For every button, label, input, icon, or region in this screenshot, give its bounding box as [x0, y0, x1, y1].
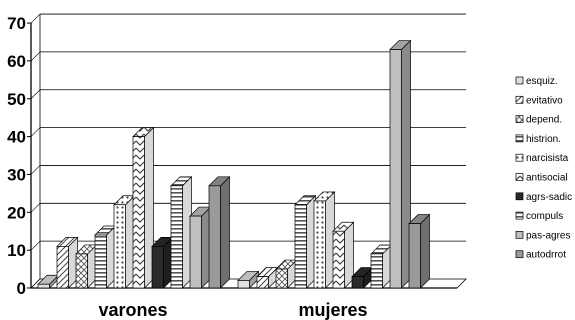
legend-label-pas-agres: pas-agres — [526, 230, 570, 241]
bar-mujeres-agrs-sadic — [351, 276, 364, 289]
category-labels: varones mujeres — [98, 300, 367, 320]
bar-varones-agrs-sadic — [151, 246, 164, 289]
category-label-varones: varones — [98, 300, 167, 320]
bar-varones-compuls — [170, 185, 183, 289]
bar-mujeres-autodrrot — [408, 223, 421, 289]
bar-mujeres-antisocial — [332, 230, 345, 289]
y-tick-label: 20 — [7, 203, 26, 222]
legend-label-depend.: depend. — [526, 115, 562, 126]
bar-varones-narcisista — [113, 204, 126, 289]
gridline-diagonal — [30, 240, 41, 251]
y-tick-label: 40 — [7, 128, 26, 147]
gridline-diagonal — [30, 51, 41, 62]
y-tick-label: 0 — [17, 279, 26, 298]
bar-side-mujeres-autodrrot — [420, 213, 430, 289]
bar-mujeres-histrion. — [294, 204, 307, 289]
legend-swatch-compuls — [515, 211, 524, 220]
category-label-mujeres: mujeres — [298, 300, 367, 320]
bar-varones-antisocial — [132, 136, 145, 289]
y-tick-label: 10 — [7, 241, 26, 260]
bar-mujeres-depend. — [275, 268, 288, 289]
bar-varones-pas-agres — [189, 215, 202, 289]
legend-swatch-esquiz. — [515, 76, 524, 85]
bar-side-varones-autodrrot — [220, 175, 230, 289]
legend-label-histrion.: histrion. — [526, 134, 561, 145]
bar-varones-depend. — [75, 253, 88, 289]
bar-mujeres-narcisista — [313, 200, 326, 289]
y-tick-label: 60 — [7, 52, 26, 71]
legend-label-esquiz.: esquiz. — [526, 76, 558, 87]
legend-swatch-agrs-sadic — [515, 192, 524, 201]
y-tick-label: 70 — [7, 14, 26, 33]
gridline-diagonal — [30, 89, 41, 99]
legend-label-evitativo: evitativo — [526, 95, 563, 106]
legend-swatch-evitativo — [515, 95, 524, 104]
legend-label-narcisista: narcisista — [526, 153, 569, 164]
legend-swatch-antisocial — [515, 173, 524, 181]
legend-swatch-depend. — [515, 115, 524, 123]
bar-mujeres-pas-agres — [389, 49, 402, 289]
y-tick-label: 50 — [7, 90, 26, 109]
bars — [37, 39, 431, 289]
legend-label-agrs-sadic: agrs-sadic — [526, 192, 572, 203]
bar-mujeres-evitativo — [256, 276, 269, 289]
bar-varones-autodrrot — [208, 185, 221, 289]
legend-swatch-autodrrot — [515, 250, 524, 259]
bar-mujeres-compuls — [370, 253, 383, 289]
legend: esquiz. evitativo depend. histrion. narcisis… — [515, 76, 572, 261]
legend-label-autodrrot: autodrrot — [526, 250, 566, 261]
y-tick-label: 30 — [7, 165, 26, 184]
bar-varones-evitativo — [56, 246, 69, 289]
y-tick-labels: 0 10 20 30 40 50 60 70 — [7, 14, 26, 298]
legend-swatch-pas-agres — [515, 231, 524, 239]
gridline-diagonal — [30, 127, 41, 137]
bar-varones-esquiz. — [37, 283, 50, 289]
bar-mujeres-esquiz. — [237, 280, 250, 289]
legend-swatch-histrion. — [515, 134, 524, 143]
bar-varones-histrion. — [94, 234, 107, 289]
gridline-diagonal — [30, 13, 41, 24]
legend-swatch-narcisista — [515, 153, 524, 162]
gridline-diagonal — [30, 203, 41, 213]
legend-label-antisocial: antisocial — [526, 173, 568, 184]
gridline-diagonal — [30, 165, 41, 175]
legend-label-compuls: compuls — [526, 211, 563, 222]
